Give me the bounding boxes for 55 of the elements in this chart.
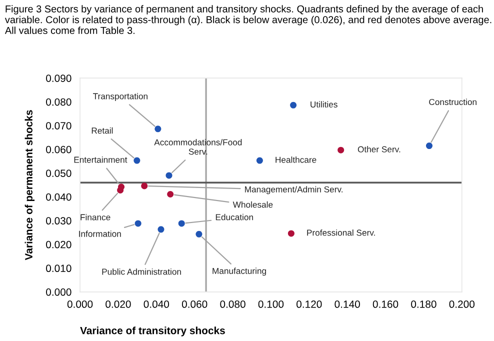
- annotation: Finance: [80, 214, 110, 220]
- annotation: Transportation: [93, 92, 148, 101]
- annotation: Wholesale: [232, 201, 273, 208]
- annotation: Entertainment: [74, 156, 128, 163]
- y-axis-title: Variance of permanent shocks: [24, 110, 35, 260]
- annotation: Healthcare: [276, 156, 316, 163]
- y-tick-label: 0.040: [46, 193, 72, 201]
- annotation: Construction: [429, 98, 476, 106]
- y-tick-label: 0.020: [46, 240, 72, 248]
- point: [288, 230, 294, 237]
- point: [178, 220, 185, 227]
- point: [141, 182, 148, 190]
- x-tick-label: 0.100: [258, 300, 284, 308]
- y-tick-label: 0.000: [46, 288, 72, 296]
- x-tick-label: 0.120: [296, 300, 322, 308]
- x-axis-title: Variance of transitory shocks: [80, 326, 225, 336]
- annotation: Accommodations/Food Serv.: [154, 139, 242, 155]
- x-tick-label: 0.160: [372, 300, 398, 308]
- annotation: Utilities: [310, 101, 338, 108]
- x-tick-label: 0.080: [220, 300, 246, 308]
- annotation: Retail: [92, 127, 113, 134]
- chart-title: Figure 3 Sectors by variance of permanent and transitory shocks. Quadrants defined by the average of each variable. Color is related to pass-through (α). Black is below average (0.026), and red denotes above average. All values come from Table 3.: [4, 5, 492, 34]
- point: [158, 226, 164, 233]
- point: [290, 102, 297, 108]
- y-tick-label: 0.080: [46, 98, 72, 106]
- point: [134, 220, 142, 227]
- point: [196, 230, 202, 238]
- point: [117, 186, 124, 194]
- x-tick-label: 0.200: [449, 300, 475, 308]
- annotation: Professional Serv.: [307, 229, 375, 236]
- point: [338, 146, 344, 154]
- point: [426, 142, 432, 150]
- annotation: Information: [79, 230, 121, 237]
- annotation: Other Serv.: [358, 146, 400, 152]
- y-tick-label: 0.030: [46, 217, 72, 225]
- annotation: Public Administration: [102, 268, 181, 275]
- point: [256, 157, 263, 164]
- x-tick-label: 0.040: [144, 300, 170, 308]
- x-tick-label: 0.180: [411, 300, 436, 308]
- y-tick-label: 0.060: [46, 146, 72, 154]
- point: [167, 191, 174, 198]
- x-tick-label: 0.000: [67, 300, 93, 308]
- y-tick-label: 0.090: [46, 74, 72, 82]
- annotation: Education: [216, 214, 253, 220]
- y-tick-label: 0.010: [46, 264, 72, 272]
- point: [134, 157, 140, 164]
- point: [154, 126, 162, 132]
- x-tick-label: 0.060: [182, 300, 208, 308]
- y-tick-label: 0.050: [46, 170, 72, 177]
- x-tick-label: 0.140: [334, 300, 360, 308]
- y-tick-label: 0.070: [46, 122, 72, 130]
- annotation: Manufacturing: [212, 268, 266, 276]
- point: [166, 172, 172, 179]
- x-tick-label: 0.020: [106, 300, 131, 308]
- annotation: Management/Admin Serv.: [245, 186, 343, 194]
